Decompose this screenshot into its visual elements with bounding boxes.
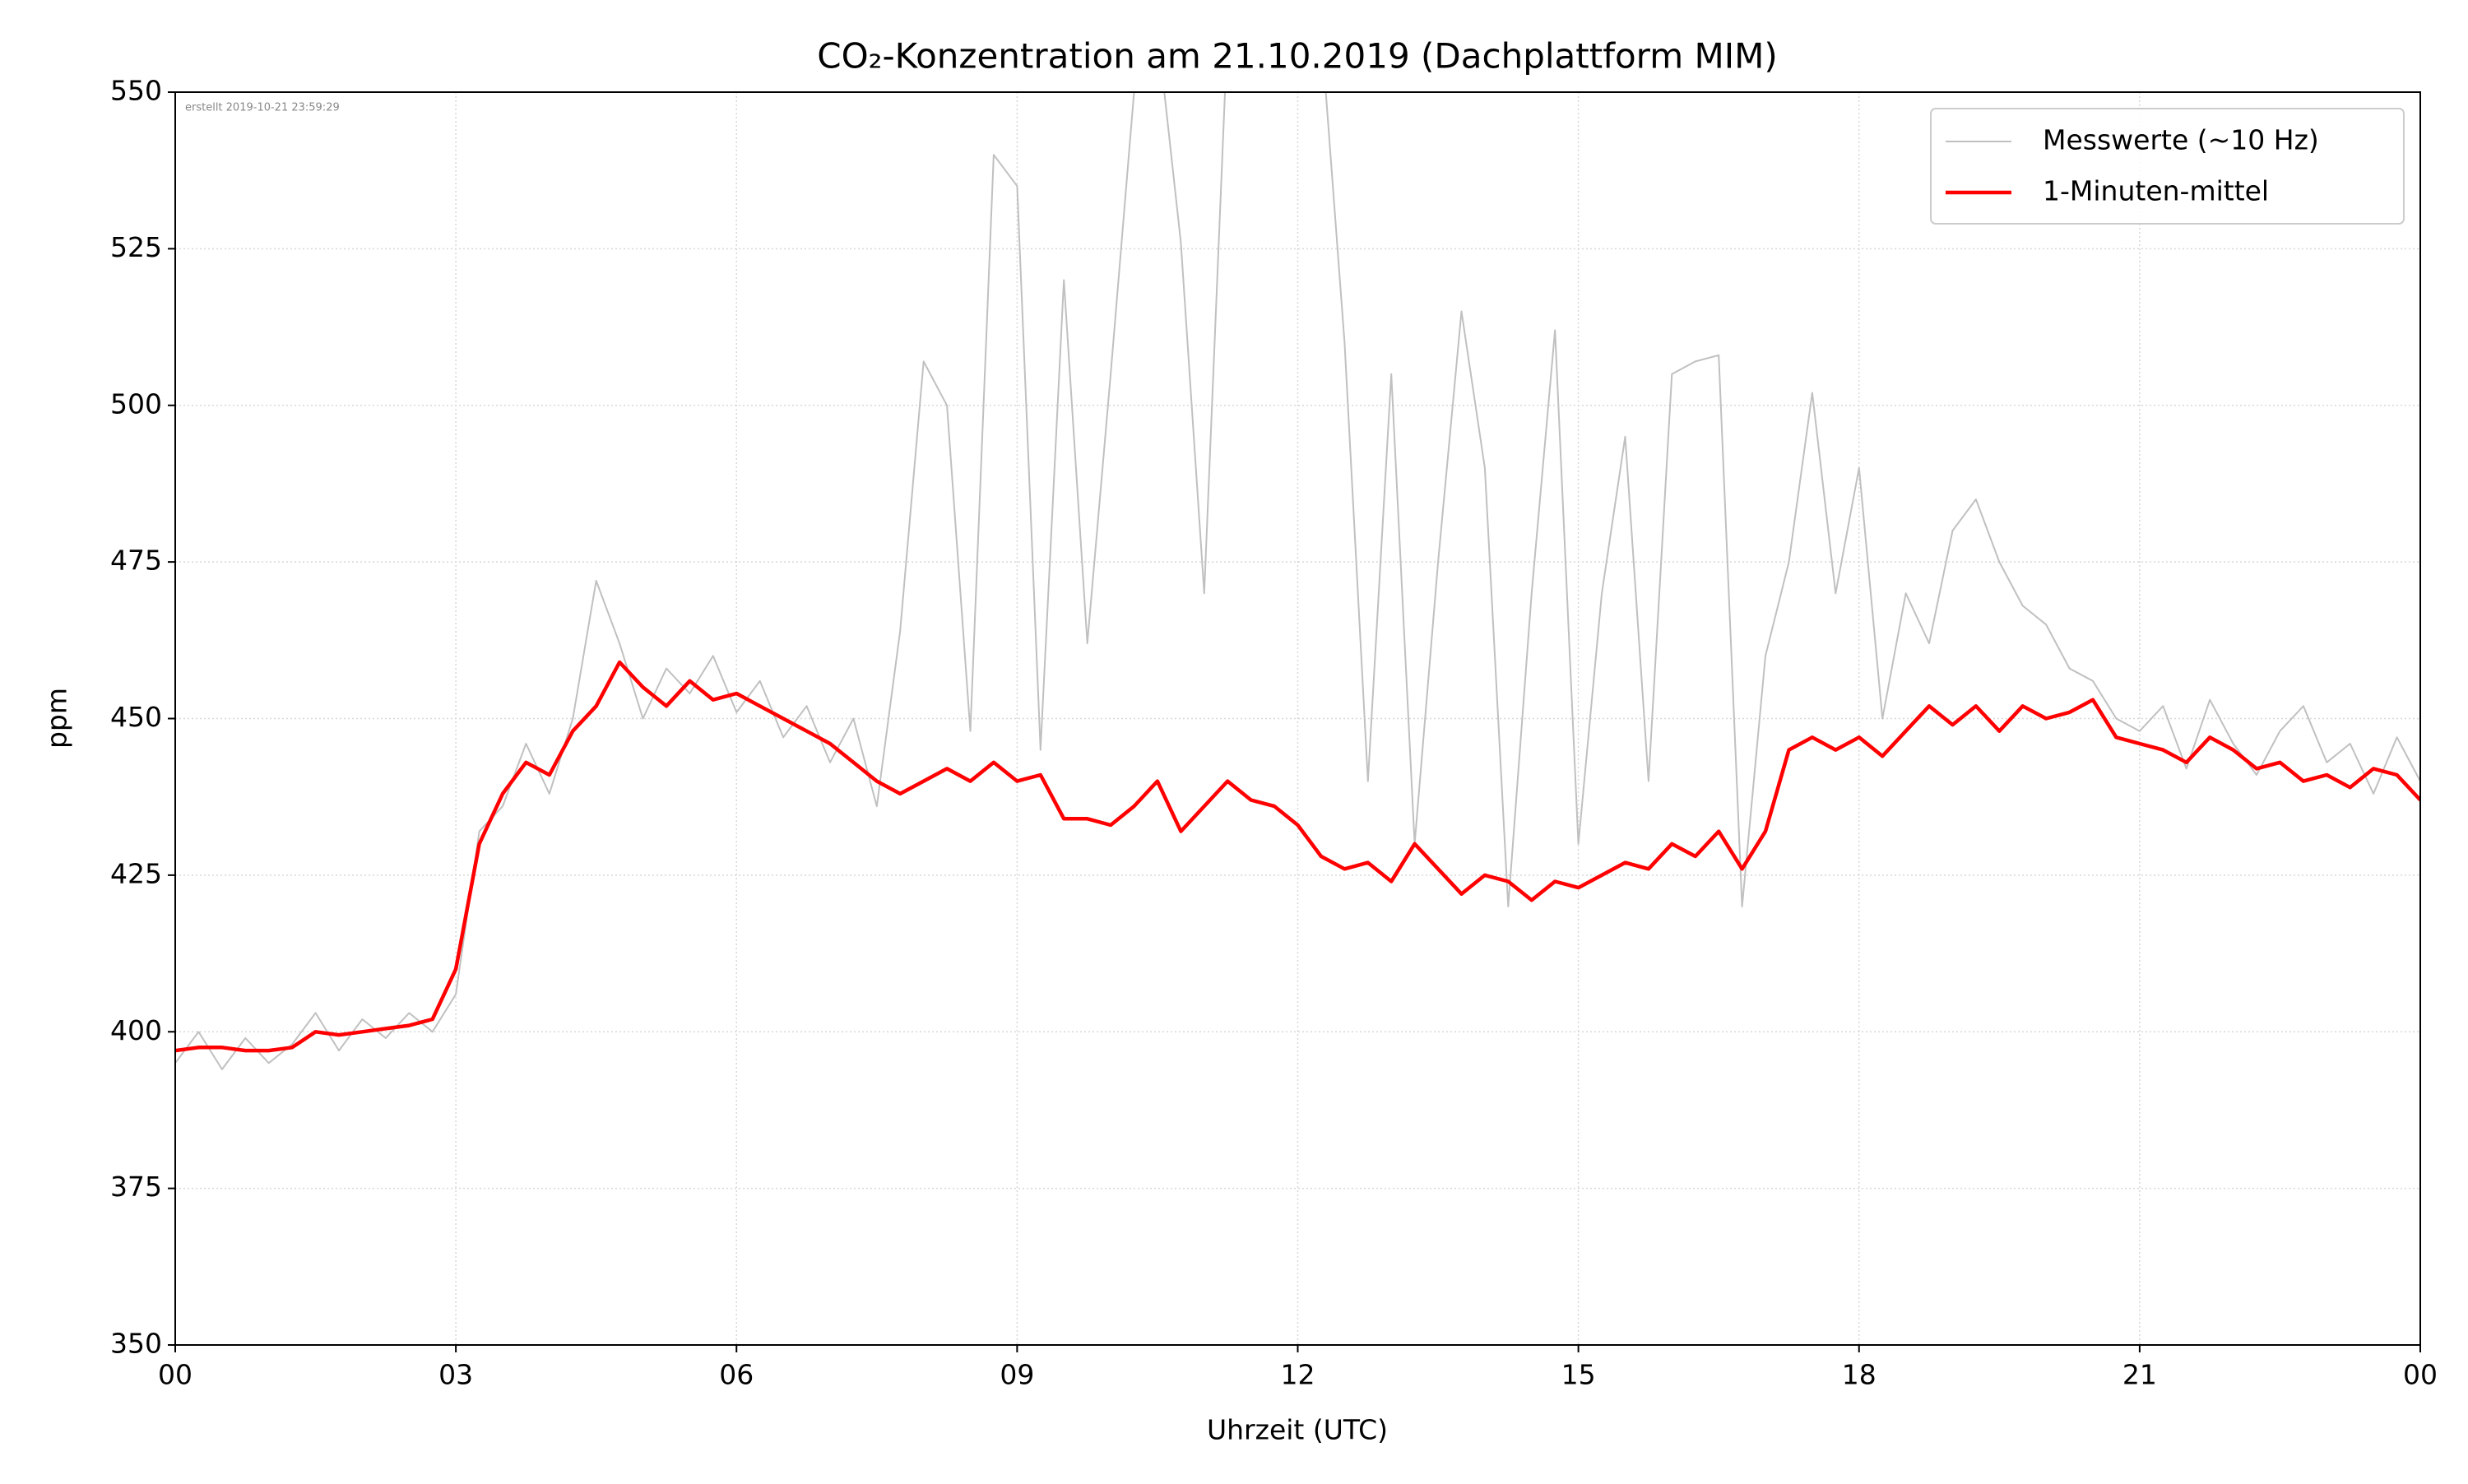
y-tick-label: 450 bbox=[110, 701, 162, 733]
y-tick-label: 425 bbox=[110, 857, 162, 889]
y-tick-label: 550 bbox=[110, 75, 162, 107]
series-line bbox=[175, 660, 2420, 1053]
plot-frame bbox=[174, 91, 2421, 1346]
x-tick-label: 15 bbox=[1561, 1359, 1596, 1391]
annotation: erstellt 2019-10-21 23:59:29 bbox=[185, 102, 340, 114]
y-tick-label: 375 bbox=[110, 1171, 162, 1203]
y-tick-label: 475 bbox=[110, 545, 162, 577]
series-line bbox=[175, 92, 2420, 1070]
x-axis-label: Uhrzeit (UTC) bbox=[1207, 1414, 1388, 1446]
x-tick-label: 06 bbox=[719, 1359, 754, 1391]
y-axis-label: ppm bbox=[41, 688, 73, 749]
x-tick-label: 21 bbox=[2122, 1359, 2157, 1391]
x-tick-label: 18 bbox=[1842, 1359, 1877, 1391]
y-tick-label: 350 bbox=[110, 1328, 162, 1360]
legend-label: Messwerte (~10 Hz) bbox=[2043, 124, 2319, 156]
y-tick-label: 400 bbox=[110, 1014, 162, 1046]
x-tick-label: 12 bbox=[1281, 1359, 1315, 1391]
y-tick-label: 525 bbox=[110, 231, 162, 263]
plot-area bbox=[175, 92, 2420, 1070]
x-tick-label: 00 bbox=[2403, 1359, 2438, 1391]
chart-title: CO₂-Konzentration am 21.10.2019 (Dachpla… bbox=[817, 36, 1777, 77]
x-tick-label: 09 bbox=[1000, 1359, 1034, 1391]
x-tick-label: 03 bbox=[438, 1359, 473, 1391]
legend-label: 1-Minuten-mittel bbox=[2043, 175, 2269, 207]
x-tick-label: 00 bbox=[158, 1359, 193, 1391]
y-tick-label: 500 bbox=[110, 387, 162, 420]
legend-box bbox=[1930, 108, 2405, 225]
